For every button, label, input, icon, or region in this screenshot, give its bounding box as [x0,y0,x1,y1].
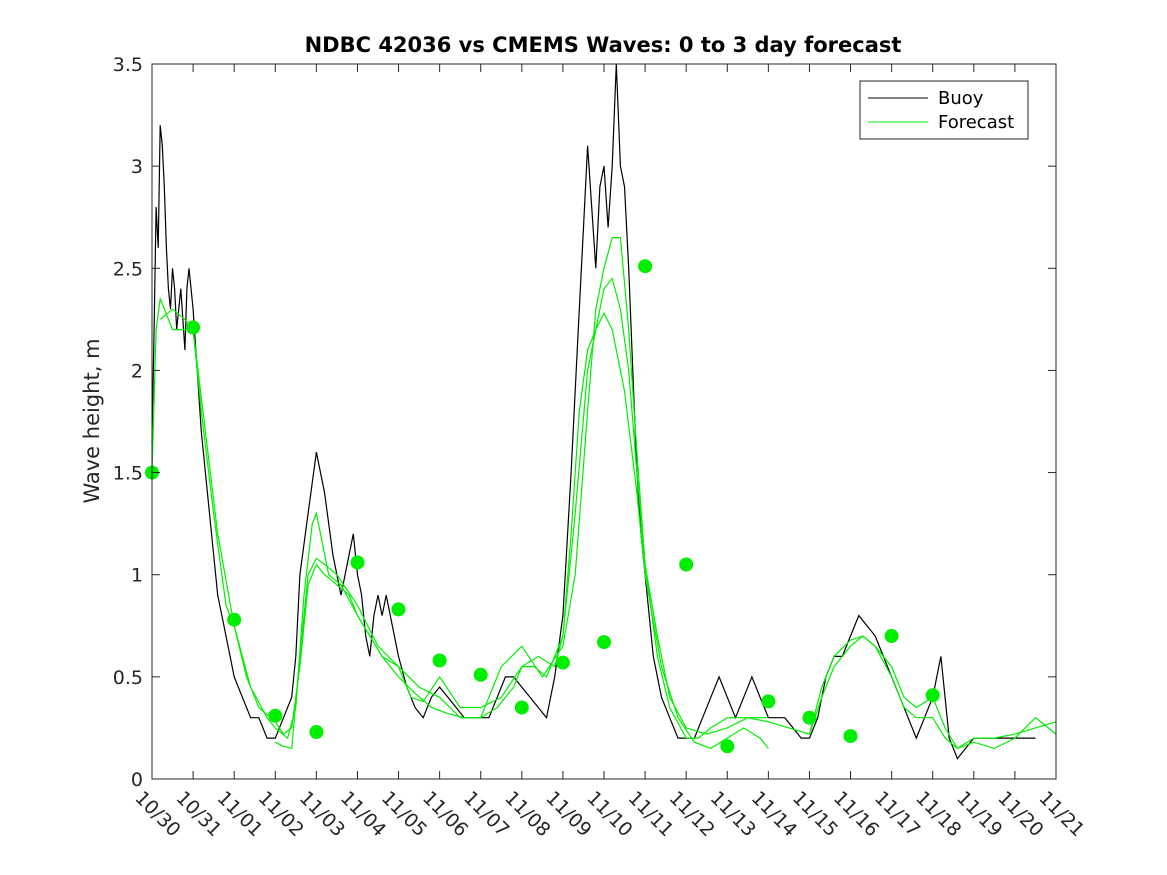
x-tick-label: 11/13 [706,787,760,841]
forecast-marker [473,667,488,682]
legend-forecast-label: Forecast [938,112,1014,133]
x-tick-label: 11/11 [624,787,678,841]
y-tick-label: 2.5 [113,258,143,280]
y-tick-label: 3.5 [113,54,143,76]
x-tick-label: 11/17 [870,787,924,841]
x-tick-label: 10/31 [172,787,226,841]
forecast-marker [925,688,940,703]
y-tick-label: 0 [131,769,143,791]
forecast-marker [186,320,201,335]
forecast-marker [761,694,776,709]
y-tick-label: 1 [131,565,143,587]
y-tick-label: 0.5 [113,667,143,689]
x-tick-label: 11/06 [418,787,472,841]
x-tick-label: 11/18 [911,787,965,841]
x-tick-label: 11/15 [788,787,842,841]
x-tick-label: 11/19 [952,787,1006,841]
forecast-marker [638,259,653,274]
forecast-marker [432,653,447,668]
x-tick-label: 11/21 [1034,787,1088,841]
plot-area [152,64,1056,779]
forecast-marker [843,729,858,744]
y-tick-label: 3 [131,156,143,178]
x-tick-label: 11/05 [377,787,431,841]
x-tick-label: 11/10 [582,787,636,841]
buoy-line [151,63,1036,760]
forecast-marker [802,710,817,725]
x-tick-label: 11/04 [336,787,390,841]
legend: Buoy Forecast [859,80,1029,140]
x-tick-label: 11/14 [747,787,801,841]
forecast-line-4 [808,635,1057,750]
forecast-line-2 [159,308,769,750]
y-axis-title: Wave height, m [80,338,104,503]
forecast-line-3 [275,237,769,750]
y-tick-label: 2 [131,360,143,382]
x-tick-label: 11/12 [665,787,719,841]
forecast-marker [227,612,242,627]
x-tick-label: 11/07 [459,787,513,841]
series-layer [151,63,1057,760]
forecast-marker [268,708,283,723]
x-tick-label: 10/30 [130,787,184,841]
x-tick-label: 11/09 [541,787,595,841]
forecast-marker [350,555,365,570]
forecast-marker [309,725,324,739]
forecast-marker [514,700,529,715]
x-tick-label: 11/02 [254,787,308,841]
forecast-marker [391,602,406,617]
forecast-marker [555,655,570,670]
legend-box [859,80,1029,140]
x-tick-label: 11/03 [295,787,349,841]
forecast-marker [720,739,735,754]
forecast-marker [884,629,899,643]
y-ticks: 0 0.5 1 1.5 2 2.5 3 3.5 [113,54,1056,791]
forecast-marker [597,635,611,650]
x-tick-label: 11/08 [500,787,554,841]
legend-buoy-label: Buoy [938,88,984,109]
y-tick-label: 1.5 [113,463,143,485]
x-tick-label: 11/16 [829,787,883,841]
x-tick-label: 11/01 [213,787,267,841]
chart-title: NDBC 42036 vs CMEMS Waves: 0 to 3 day fo… [305,33,902,57]
forecast-marker [679,557,694,572]
marker-layer [145,259,940,754]
x-tick-label: 11/20 [993,787,1047,841]
